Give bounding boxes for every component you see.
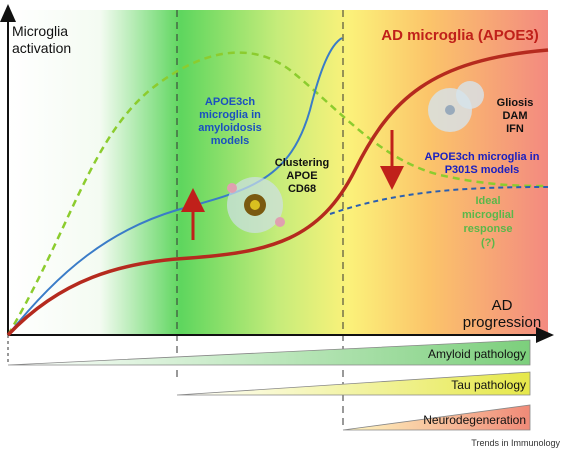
neuro-label: Neurodegeneration	[423, 413, 526, 427]
footer: Trends in Immunology	[471, 438, 560, 448]
ad-curve	[6, 48, 549, 337]
amyloidosis-label: APOE3ch microglia in amyloidosis models	[198, 96, 262, 147]
p301s-label: APOE3ch microglia in P301S models	[425, 151, 540, 176]
amyloid-label: Amyloid pathology	[428, 347, 526, 361]
ad-label: AD microglia (APOE3)	[381, 27, 539, 44]
gliosis-label: Gliosis DAM IFN	[497, 97, 534, 135]
ideal-curve	[6, 51, 549, 336]
tau-wedge	[176, 371, 531, 396]
p301s-curve	[329, 186, 549, 215]
ideal-label: Ideal microglial response (?)	[462, 195, 514, 249]
clustering-label: Clustering APOE CD68	[275, 157, 329, 195]
y-axis-label: Microglia activation	[12, 23, 71, 56]
gliosis-cells	[428, 81, 484, 132]
x-axis-label: AD progression	[463, 297, 541, 331]
amyloid-wedge	[7, 339, 531, 366]
neuro-wedge	[342, 404, 531, 431]
tau-label: Tau pathology	[451, 378, 526, 392]
cell-cluster	[227, 177, 285, 233]
background-gradient	[8, 10, 548, 335]
